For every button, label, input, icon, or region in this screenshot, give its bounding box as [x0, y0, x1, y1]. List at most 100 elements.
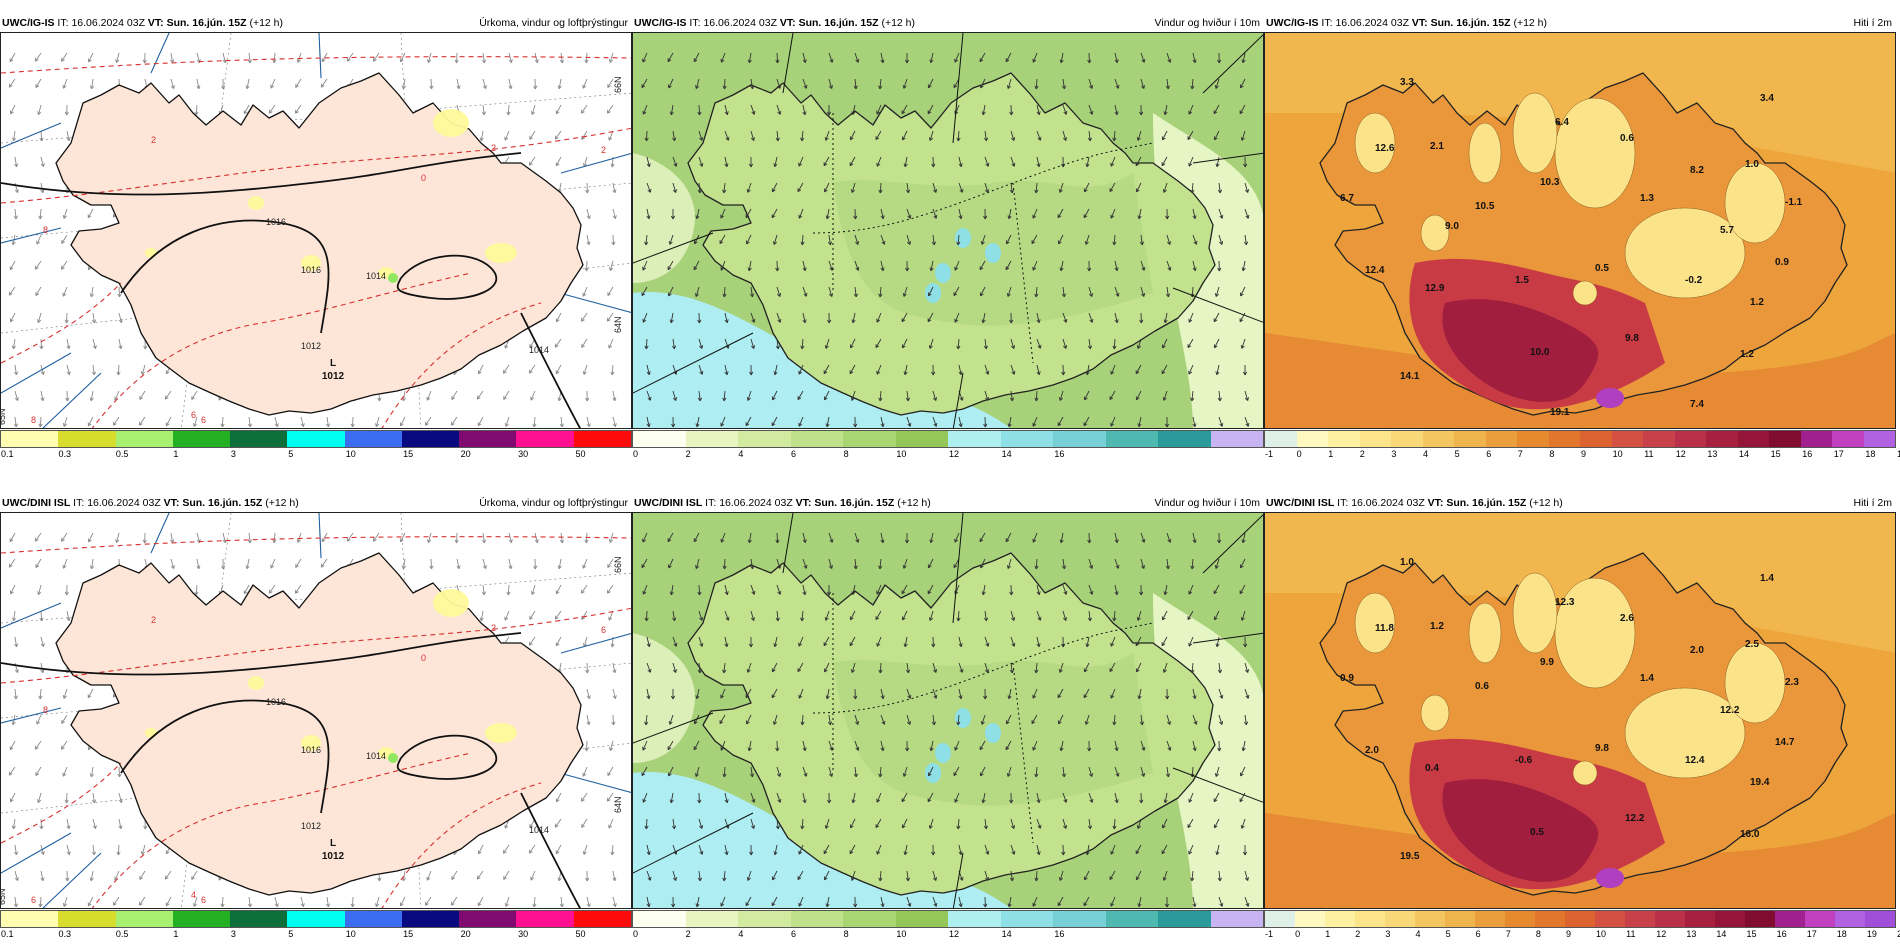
colorbar-swatch — [173, 911, 230, 927]
red-contour-label: 8 — [43, 225, 48, 235]
temperature-label: 2.0 — [1365, 745, 1379, 756]
colorbar-swatch — [1486, 431, 1518, 447]
colorbar-tick-label: 1 — [173, 929, 178, 939]
red-contour-label: 6 — [191, 410, 196, 420]
temperature-label: 10.5 — [1475, 201, 1495, 212]
colorbar-swatch — [633, 911, 686, 927]
colorbar-swatch — [1385, 911, 1415, 927]
temperature-label: 0.9 — [1775, 257, 1789, 268]
colorbar-swatch — [1832, 431, 1864, 447]
colorbar-swatch — [738, 911, 791, 927]
colorbar-tick-label: 17 — [1807, 929, 1817, 939]
temperature-label: 8.2 — [1690, 165, 1704, 176]
colorbar-swatch — [287, 911, 344, 927]
temperature-label: 1.2 — [1740, 349, 1754, 360]
colorbar-tick-label: 0.1 — [1, 929, 14, 939]
colorbar-swatch — [345, 431, 402, 447]
colorbar-tick-label: 5 — [1446, 929, 1451, 939]
colorbar-tick-label: 3 — [231, 449, 236, 459]
colorbar-tick-label: 3 — [1391, 449, 1396, 459]
colorbar-tick-label: -1 — [1265, 449, 1273, 459]
temperature-label: 12.9 — [1425, 283, 1445, 294]
colorbar-swatch — [686, 431, 739, 447]
colorbar-tick-label: 20 — [461, 929, 471, 939]
colorbar-swatch — [1745, 911, 1775, 927]
colorbar-tick-label: 2 — [686, 929, 691, 939]
colorbar-swatch — [1738, 431, 1770, 447]
panel-header: UWC/IG-IS IT: 16.06.2024 03Z VT: Sun. 16… — [0, 14, 632, 32]
panel-temp-ig: UWC/IG-IS IT: 16.06.2024 03Z VT: Sun. 16… — [1264, 14, 1896, 471]
temperature-label: 1.2 — [1430, 621, 1444, 632]
colorbar-tick-label: 0 — [633, 929, 638, 939]
colorbar-swatch — [402, 431, 459, 447]
colorbar-tick-label: 10 — [896, 449, 906, 459]
colorbar-tick-label: 6 — [1486, 449, 1491, 459]
red-contour-label: 6 — [601, 625, 606, 635]
red-contour-label: 2 — [151, 615, 156, 625]
colorbar-tick-label: 8 — [844, 929, 849, 939]
colorbar-tick-label: 0.3 — [58, 929, 71, 939]
colorbar-tick-label: 15 — [403, 449, 413, 459]
colorbar-swatch — [633, 431, 686, 447]
colorbar-tick-label: 10 — [346, 449, 356, 459]
colorbar-swatch — [1454, 431, 1486, 447]
temperature-label: 0.5 — [1530, 827, 1544, 838]
colorbar-tick-label: 0.5 — [116, 449, 129, 459]
isobar-label: 1014 — [366, 271, 386, 281]
temperature-label: 1.2 — [1750, 297, 1764, 308]
temperature-label: 2.6 — [1620, 613, 1634, 624]
pressure-low-letter: L — [330, 358, 336, 369]
colorbar-tick-label: 11 — [1644, 449, 1653, 459]
isobar-label: 1012 — [301, 341, 321, 351]
isobar-label: 1016 — [266, 217, 286, 227]
colorbar-swatch — [516, 431, 573, 447]
pressure-low-value: 1012 — [322, 371, 345, 382]
colorbar-tick-label: 5 — [288, 449, 293, 459]
temperature-label: 9.0 — [1445, 221, 1459, 232]
colorbar-swatch — [1643, 431, 1675, 447]
red-contour-label: 4 — [191, 890, 196, 900]
colorbar-swatch — [1835, 911, 1865, 927]
temperature-label: 3.3 — [1400, 77, 1414, 88]
colorbar-tick-label: 8 — [844, 449, 849, 459]
temperature-label: 0.6 — [1475, 681, 1489, 692]
colorbar-tick-label: 5 — [1455, 449, 1460, 459]
temperature-label: 0.5 — [1595, 263, 1609, 274]
colorbar-tick-label: 1 — [173, 449, 178, 459]
colorbar-swatch — [843, 431, 896, 447]
colorbar-swatch — [1, 911, 58, 927]
temperature-label: 1.5 — [1515, 275, 1529, 286]
colorbar-tick-label: 14 — [1002, 449, 1012, 459]
colorbar-swatch — [1158, 911, 1211, 927]
colorbar-tick-label: 18 — [1865, 449, 1875, 459]
colorbar-tick-label: 10 — [346, 929, 356, 939]
colorbar-swatch — [896, 911, 949, 927]
latitude-label: 64N — [613, 316, 623, 333]
colorbar-tick-label: 0.5 — [116, 929, 129, 939]
colorbar-tick-label: 0.1 — [1, 449, 14, 459]
temp-colorbar-ticks: -10123456789101112131415161718192021 — [1264, 449, 1896, 463]
temperature-label: 2.0 — [1690, 645, 1704, 656]
colorbar-swatch — [1001, 431, 1054, 447]
colorbar-swatch — [402, 911, 459, 927]
panel-wind-dini: UWC/DINI ISL IT: 16.06.2024 03Z VT: Sun.… — [632, 494, 1264, 951]
colorbar-swatch — [116, 911, 173, 927]
colorbar-swatch — [1655, 911, 1685, 927]
colorbar-tick-label: 13 — [1686, 929, 1696, 939]
colorbar-tick-label: 4 — [1415, 929, 1420, 939]
colorbar-tick-label: 10 — [1596, 929, 1606, 939]
colorbar-swatch — [1297, 431, 1329, 447]
panel-title: Vindur og hviður í 10m — [1155, 494, 1260, 512]
colorbar-swatch — [948, 431, 1001, 447]
temperature-label: 12.2 — [1720, 705, 1740, 716]
colorbar-swatch — [1265, 431, 1297, 447]
colorbar-tick-label: 4 — [1423, 449, 1428, 459]
colorbar-swatch — [345, 911, 402, 927]
colorbar-swatch — [1475, 911, 1505, 927]
colorbar-swatch — [1053, 431, 1106, 447]
wind-colorbar — [632, 430, 1264, 448]
temperature-label: 2.3 — [1785, 677, 1799, 688]
temperature-label: 0.6 — [1620, 133, 1634, 144]
